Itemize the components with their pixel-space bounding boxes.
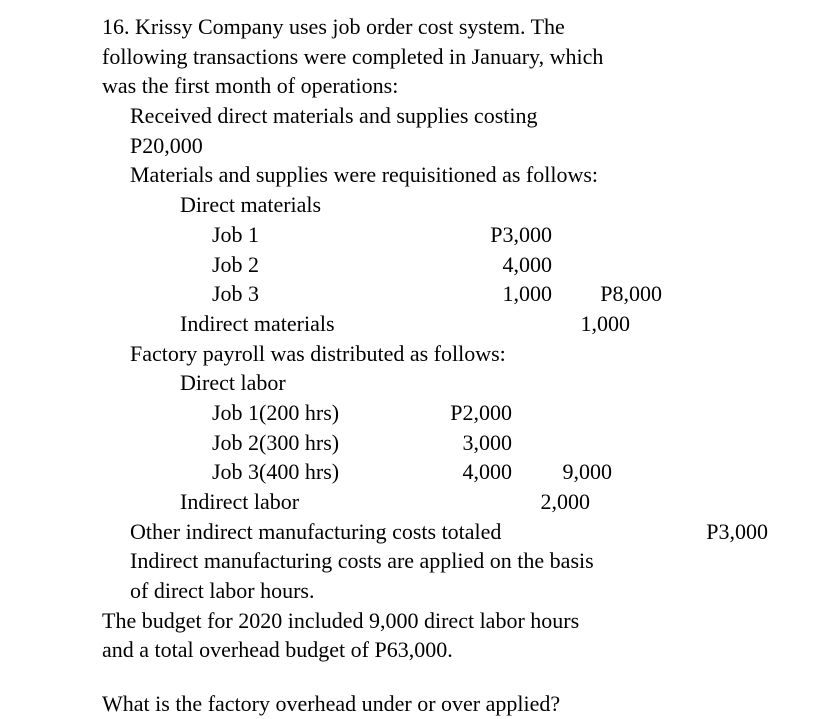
intro-line-2: following transactions were completed in… [102,42,768,72]
labor-job1-label: Job 1(200 hrs) [212,398,412,428]
budget-line-1: The budget for 2020 included 9,000 direc… [102,606,768,636]
empty-cell [512,398,612,428]
direct-materials-heading: Direct materials [102,190,768,220]
received-line-2: P20,000 [102,131,768,161]
labor-job3-total: 9,000 [512,457,612,487]
table-row: Job 3(400 hrs) 4,000 9,000 [102,457,768,487]
intro-line-1: 16. Krissy Company uses job order cost s… [102,12,768,42]
final-question: What is the factory overhead under or ov… [0,689,828,719]
budget-line-2: and a total overhead budget of P63,000. [102,635,768,665]
requisition-line: Materials and supplies were requisitione… [102,160,768,190]
labor-job2-label: Job 2(300 hrs) [212,428,412,458]
labor-job3-amount: 4,000 [412,457,512,487]
indirect-materials-label: Indirect materials [180,309,510,339]
indirect-materials-row: Indirect materials 1,000 [102,309,768,339]
indirect-labor-label: Indirect labor [180,487,460,517]
job3-label: Job 3 [212,279,452,309]
table-row: Job 3 1,000 P8,000 [102,279,768,309]
job1-amount: P3,000 [452,220,552,250]
problem-container: 16. Krissy Company uses job order cost s… [0,12,828,665]
table-row: Job 2(300 hrs) 3,000 [102,428,768,458]
other-costs-row: Other indirect manufacturing costs total… [102,517,768,547]
job1-label: Job 1 [212,220,452,250]
labor-job2-amount: 3,000 [412,428,512,458]
other-costs-text: Other indirect manufacturing costs total… [130,517,648,547]
labor-job3-label: Job 3(400 hrs) [212,457,412,487]
applied-line-1: Indirect manufacturing costs are applied… [102,546,768,576]
job2-label: Job 2 [212,250,452,280]
job3-amount: 1,000 [452,279,552,309]
empty-cell [552,220,662,250]
payroll-line: Factory payroll was distributed as follo… [102,339,768,369]
table-row: Job 1(200 hrs) P2,000 [102,398,768,428]
indirect-labor-amount: 2,000 [460,487,590,517]
job3-total: P8,000 [552,279,662,309]
table-row: Job 2 4,000 [102,250,768,280]
direct-labor-heading: Direct labor [102,368,768,398]
intro-line-3: was the first month of operations: [102,71,768,101]
empty-cell [512,428,612,458]
received-line-1: Received direct materials and supplies c… [102,101,768,131]
other-costs-amount: P3,000 [648,517,768,547]
job2-amount: 4,000 [452,250,552,280]
applied-line-2: of direct labor hours. [102,576,768,606]
empty-cell [552,250,662,280]
indirect-materials-amount: 1,000 [510,309,630,339]
table-row: Job 1 P3,000 [102,220,768,250]
indirect-labor-row: Indirect labor 2,000 [102,487,768,517]
labor-job1-amount: P2,000 [412,398,512,428]
